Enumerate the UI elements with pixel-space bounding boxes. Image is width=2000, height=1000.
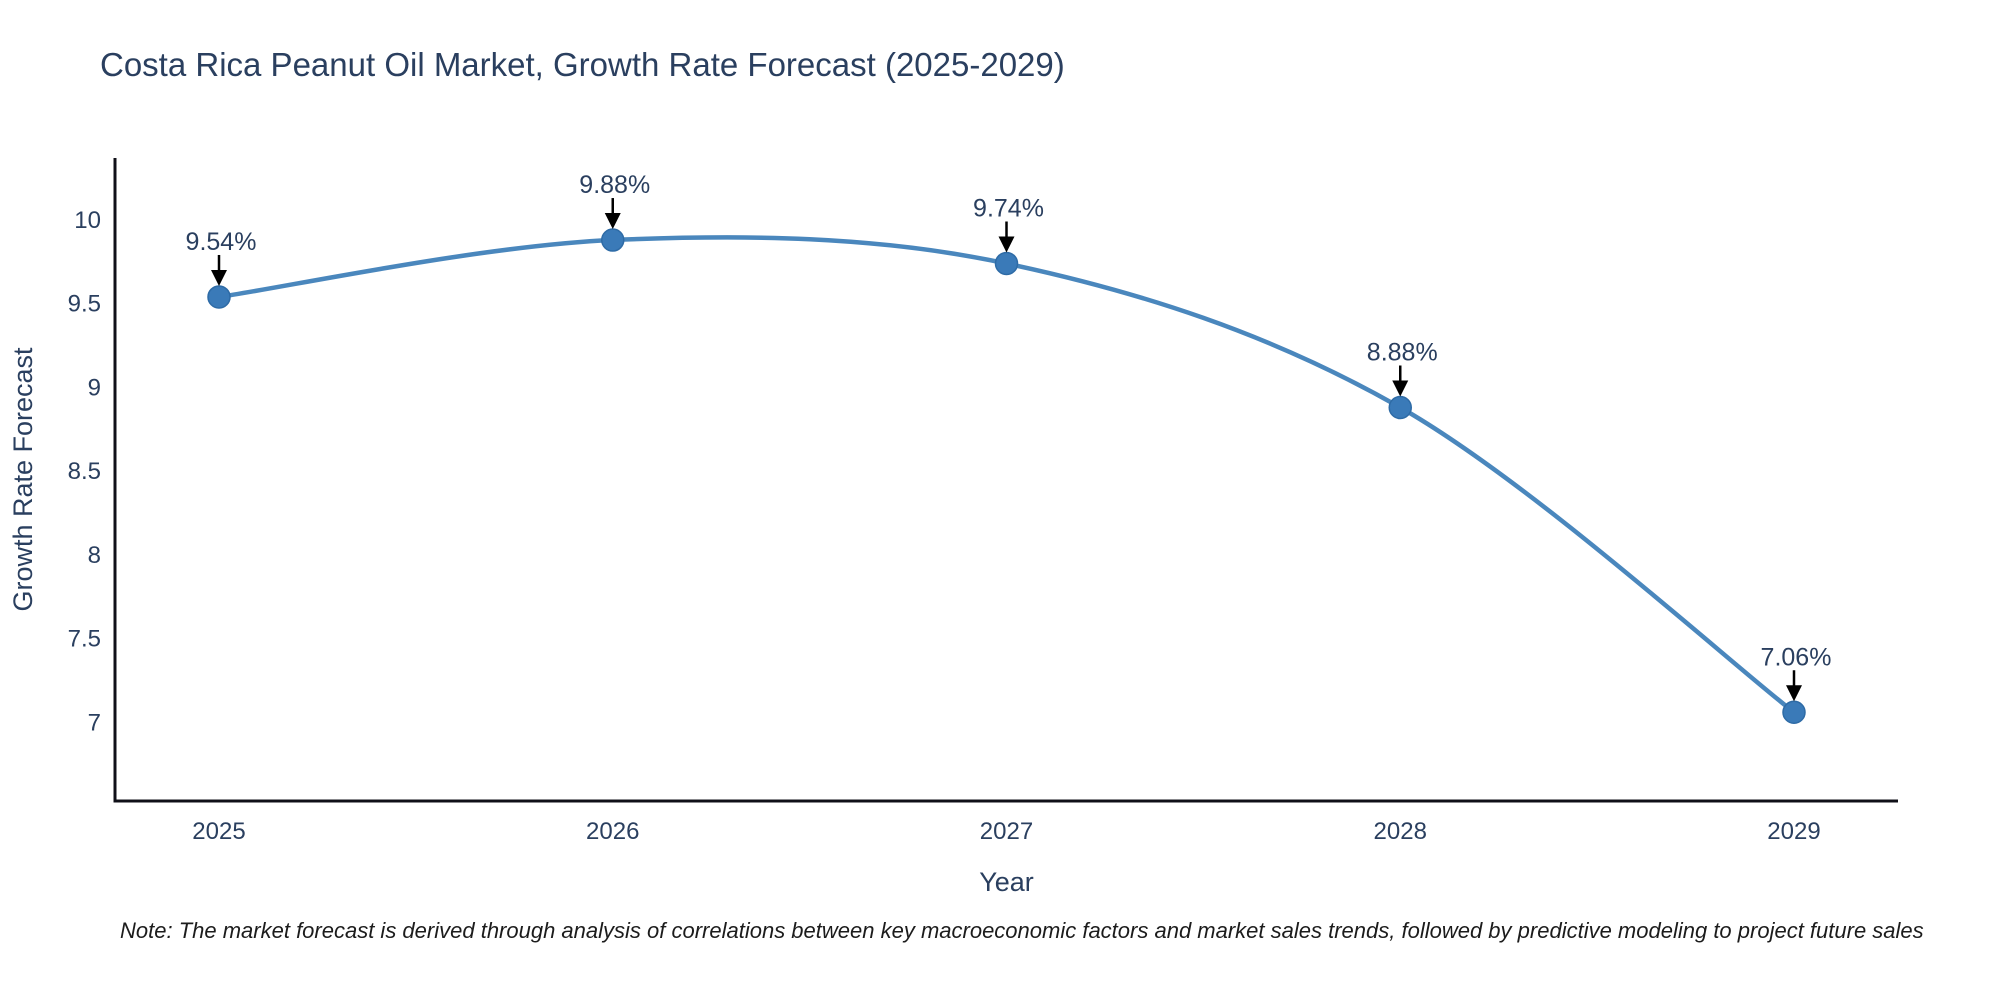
y-tick-label: 7.5 [68, 626, 101, 653]
data-point-marker[interactable] [994, 251, 1019, 276]
trend-line [216, 235, 1797, 715]
y-tick-label: 8.5 [68, 458, 101, 485]
x-axis-title: Year [979, 867, 1034, 897]
chart-title: Costa Rica Peanut Oil Market, Growth Rat… [100, 46, 1065, 83]
data-point-marker[interactable] [1388, 395, 1412, 420]
y-tick-label: 7 [88, 709, 101, 736]
y-tick-label: 10 [74, 207, 101, 234]
x-tick-label: 2026 [586, 818, 639, 845]
annotation-arrow-head [1392, 380, 1409, 397]
data-point-marker[interactable] [207, 285, 231, 309]
data-point-marker[interactable] [601, 228, 625, 252]
annotation-arrow-head [604, 213, 621, 230]
annotation-arrow-head [998, 236, 1015, 253]
point-annotation: 9.74% [973, 194, 1044, 222]
x-tick-label: 2029 [1767, 818, 1820, 845]
x-tick-label: 2025 [192, 818, 245, 845]
point-annotation: 8.88% [1367, 338, 1438, 366]
annotation-arrow-head [1786, 685, 1802, 702]
y-tick-label: 9 [88, 374, 101, 401]
y-tick-label: 9.5 [68, 291, 101, 318]
point-annotation: 9.54% [186, 228, 257, 256]
point-annotation: 9.88% [579, 171, 650, 199]
data-point-marker[interactable] [1782, 700, 1806, 725]
annotation-arrow-head [211, 269, 227, 286]
footnote: Note: The market forecast is derived thr… [120, 918, 1924, 943]
y-axis-title: Growth Rate Forecast [8, 347, 38, 612]
x-tick-label: 2028 [1374, 818, 1427, 845]
x-tick-label: 2027 [980, 818, 1033, 845]
y-tick-label: 8 [88, 542, 101, 569]
point-annotation: 7.06% [1761, 643, 1832, 671]
